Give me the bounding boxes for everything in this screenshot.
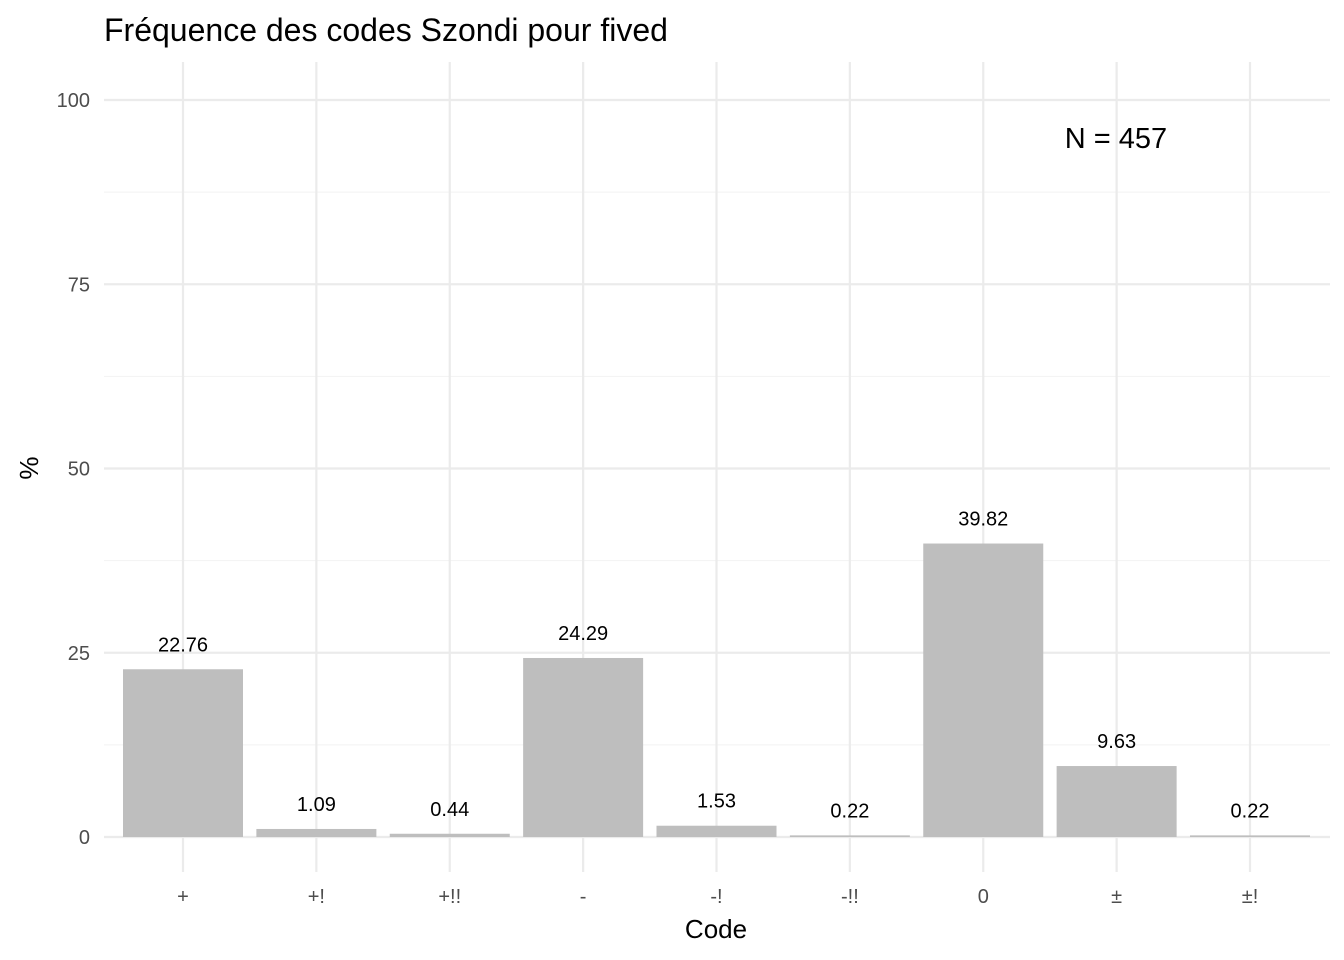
bar-data-label: 9.63 xyxy=(1097,731,1136,753)
y-tick-label: 0 xyxy=(79,827,90,849)
x-tick-label: +! xyxy=(308,886,325,908)
x-tick-label: +!! xyxy=(438,886,461,908)
grid-layer xyxy=(104,62,1330,872)
x-tick-label: -! xyxy=(710,886,722,908)
chart-title: Fréquence des codes Szondi pour fived xyxy=(104,12,668,48)
x-tick-label: ±! xyxy=(1242,886,1259,908)
sample-size-annotation: N = 457 xyxy=(1065,123,1167,155)
bar xyxy=(389,833,510,837)
data-labels-layer: 22.76 1.09 0.44 24.29 1.53 0.22 39.82 9.63 0.22 xyxy=(158,509,1270,823)
bar xyxy=(523,657,644,837)
bar xyxy=(1056,766,1177,837)
bar-data-label: 24.29 xyxy=(558,623,608,645)
bar-data-label: 0.44 xyxy=(430,799,469,821)
x-tick-label: ± xyxy=(1111,886,1122,908)
bars-layer xyxy=(123,543,1310,837)
bar xyxy=(123,669,243,837)
y-axis-title: % xyxy=(14,456,44,479)
ticks-layer: 0 25 50 75 100 + +! +!! - -! -!! 0 ± ±! xyxy=(57,90,1259,908)
x-tick-label: - xyxy=(580,886,587,908)
x-axis-title: Code xyxy=(685,914,747,944)
bar-data-label: 1.09 xyxy=(297,794,336,816)
bar-data-label: 22.76 xyxy=(158,634,208,656)
bar-data-label: 1.53 xyxy=(697,791,736,813)
bar xyxy=(656,825,777,837)
bar-data-label: 39.82 xyxy=(958,509,1008,531)
bar xyxy=(256,828,377,837)
bar-data-label: 0.22 xyxy=(830,800,869,822)
y-tick-label: 50 xyxy=(68,459,90,481)
x-tick-label: -!! xyxy=(841,886,859,908)
bar-data-label: 0.22 xyxy=(1231,800,1270,822)
x-tick-label: + xyxy=(177,886,189,908)
y-tick-label: 25 xyxy=(68,643,90,665)
bar xyxy=(1190,835,1310,837)
y-tick-label: 75 xyxy=(68,274,90,296)
x-tick-label: 0 xyxy=(978,886,989,908)
bar xyxy=(923,543,1044,837)
y-tick-label: 100 xyxy=(57,90,90,112)
bar xyxy=(789,835,910,837)
